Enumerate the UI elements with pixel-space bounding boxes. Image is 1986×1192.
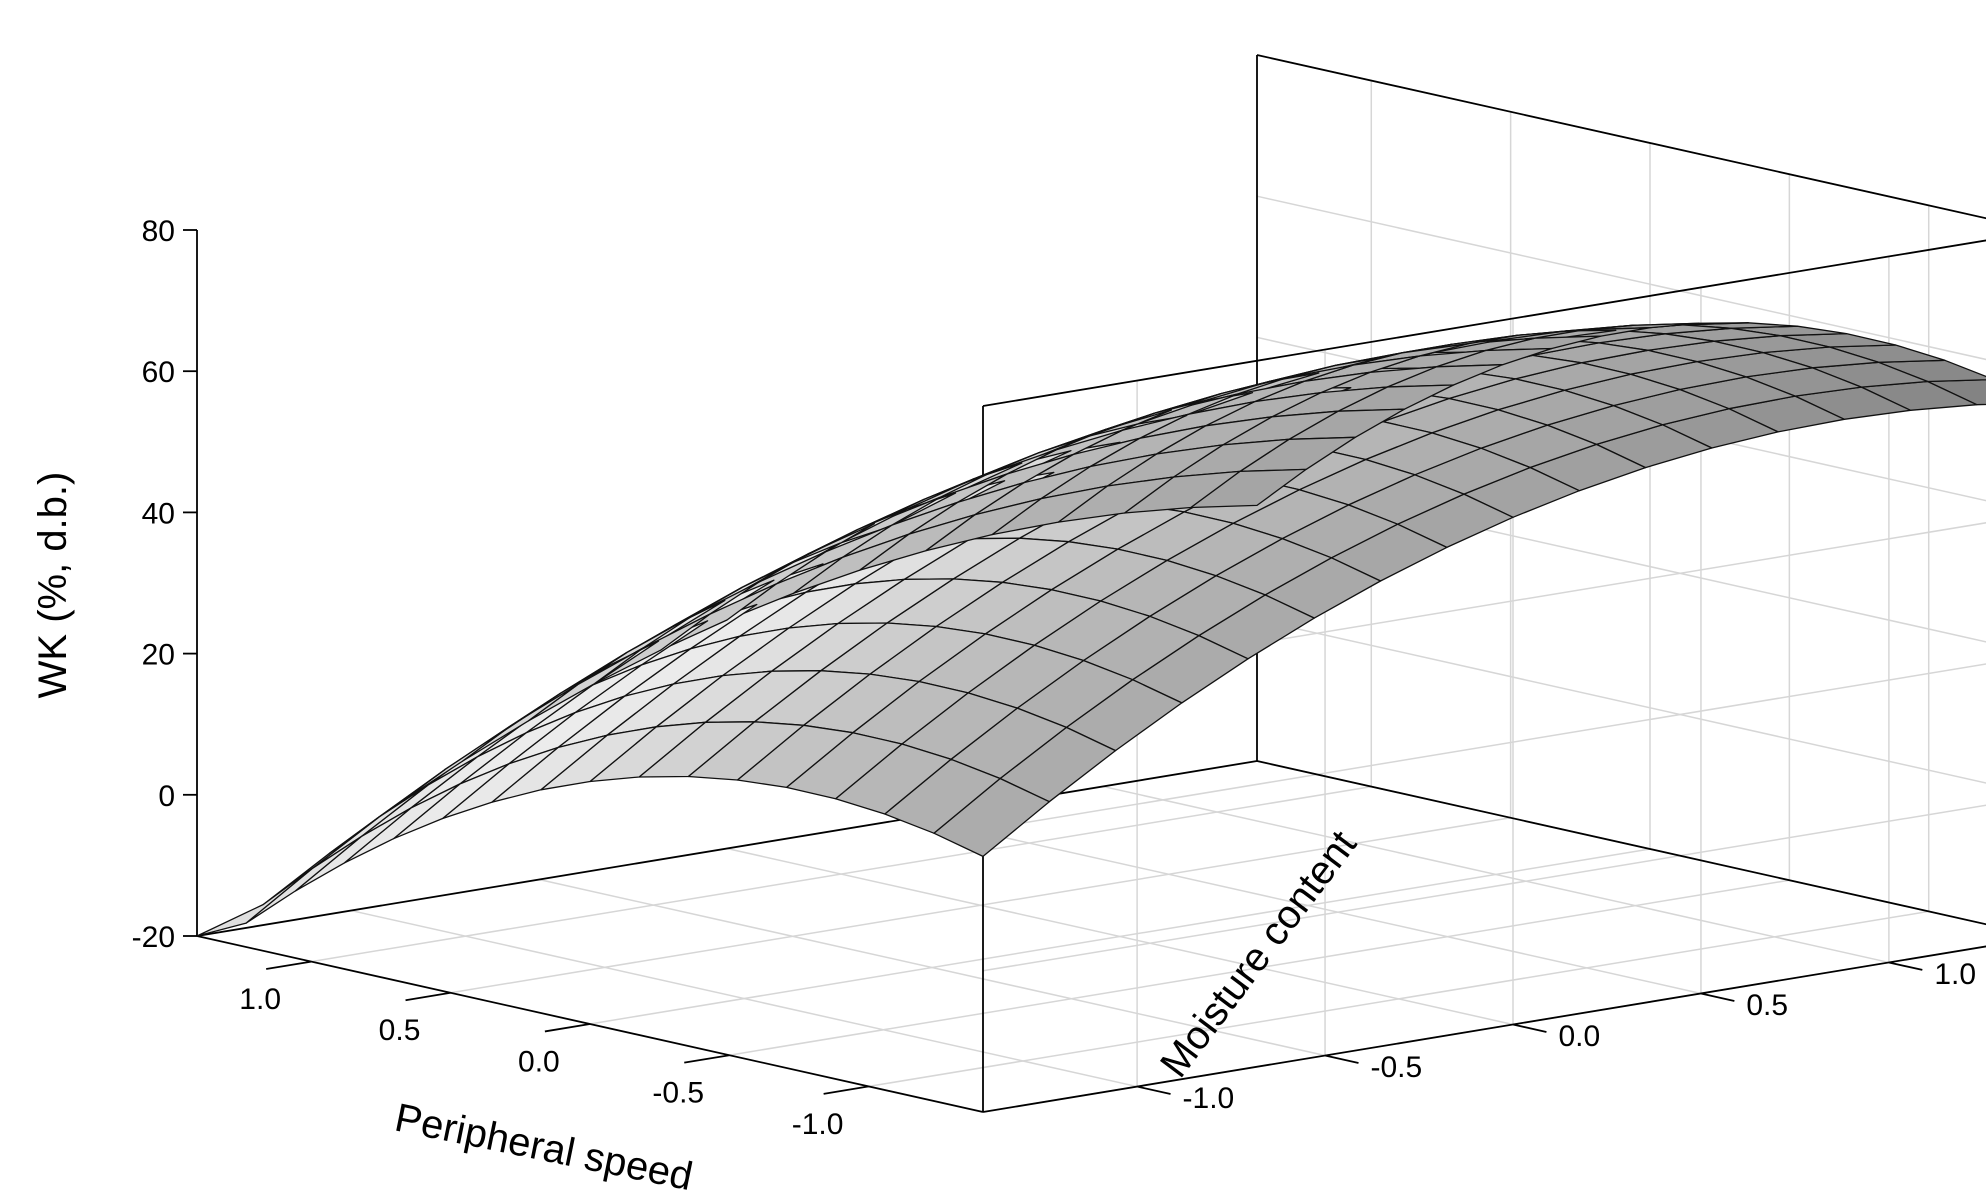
z-tick-label: 0 xyxy=(158,780,175,813)
surface-cell xyxy=(196,867,314,937)
y-tick xyxy=(1888,961,1923,971)
back-wall-gridline xyxy=(1256,54,1986,220)
surface-cell xyxy=(294,807,412,892)
x-tick-label: 1.0 xyxy=(239,983,281,1016)
frame-edge xyxy=(1256,54,1986,220)
floor-gridline xyxy=(914,816,1702,995)
back-wall-gridline xyxy=(1256,619,1986,784)
x-tick xyxy=(405,991,451,1002)
back-wall-gridline xyxy=(982,804,1986,972)
z-tick-label: 80 xyxy=(142,215,175,248)
response-surface xyxy=(196,322,1986,937)
floor-gridline xyxy=(1102,785,1890,964)
back-wall-gridline xyxy=(1256,195,1986,361)
x-tick-label: -1.0 xyxy=(792,1108,844,1141)
axis-ticks: 80 60 40 20 0 -20 1.0 0.5 0.0 -0.5 -1.0 1.0 0.5 0.0 -0… xyxy=(132,215,1976,1141)
z-axis-title: WK (%, d.b.) xyxy=(31,472,75,699)
surface-cell xyxy=(343,783,461,864)
y-tick xyxy=(1324,1054,1359,1064)
surface-cell xyxy=(245,835,363,924)
y-tick-label: 1.0 xyxy=(1934,958,1976,991)
x-tick-label: 0.5 xyxy=(379,1014,421,1047)
y-tick-label: -1.0 xyxy=(1183,1082,1235,1115)
x-tick-label: -0.5 xyxy=(652,1077,704,1110)
z-tick-label: 20 xyxy=(142,639,175,672)
x-tick xyxy=(823,1085,869,1095)
floor-gridline xyxy=(350,909,1138,1088)
y-tick xyxy=(1136,1085,1171,1095)
z-tick-label: -20 xyxy=(132,921,175,954)
x-tick-label: 0.0 xyxy=(518,1045,560,1078)
x-tick xyxy=(544,1023,591,1033)
frame-edge xyxy=(1256,760,1986,926)
floor-gridline xyxy=(726,847,1514,1026)
y-tick xyxy=(1700,992,1735,1002)
y-tick-label: 0.5 xyxy=(1746,989,1788,1022)
x-axis-title: Peripheral speed xyxy=(391,1096,696,1192)
back-wall-gridline xyxy=(982,663,1986,831)
y-tick-label: 0.0 xyxy=(1558,1020,1600,1053)
y-tick-label: -0.5 xyxy=(1371,1051,1423,1084)
y-tick xyxy=(1512,1023,1547,1033)
frame-edge xyxy=(196,760,1258,937)
x-tick xyxy=(684,1054,730,1064)
floor-gridline xyxy=(538,878,1326,1057)
z-tick-label: 60 xyxy=(142,356,175,389)
y-axis-title: Moisture content xyxy=(1152,823,1365,1086)
frame-edge xyxy=(982,239,1986,407)
z-tick-label: 40 xyxy=(142,497,175,530)
x-tick xyxy=(266,960,312,970)
frame-edge xyxy=(982,945,1986,1113)
